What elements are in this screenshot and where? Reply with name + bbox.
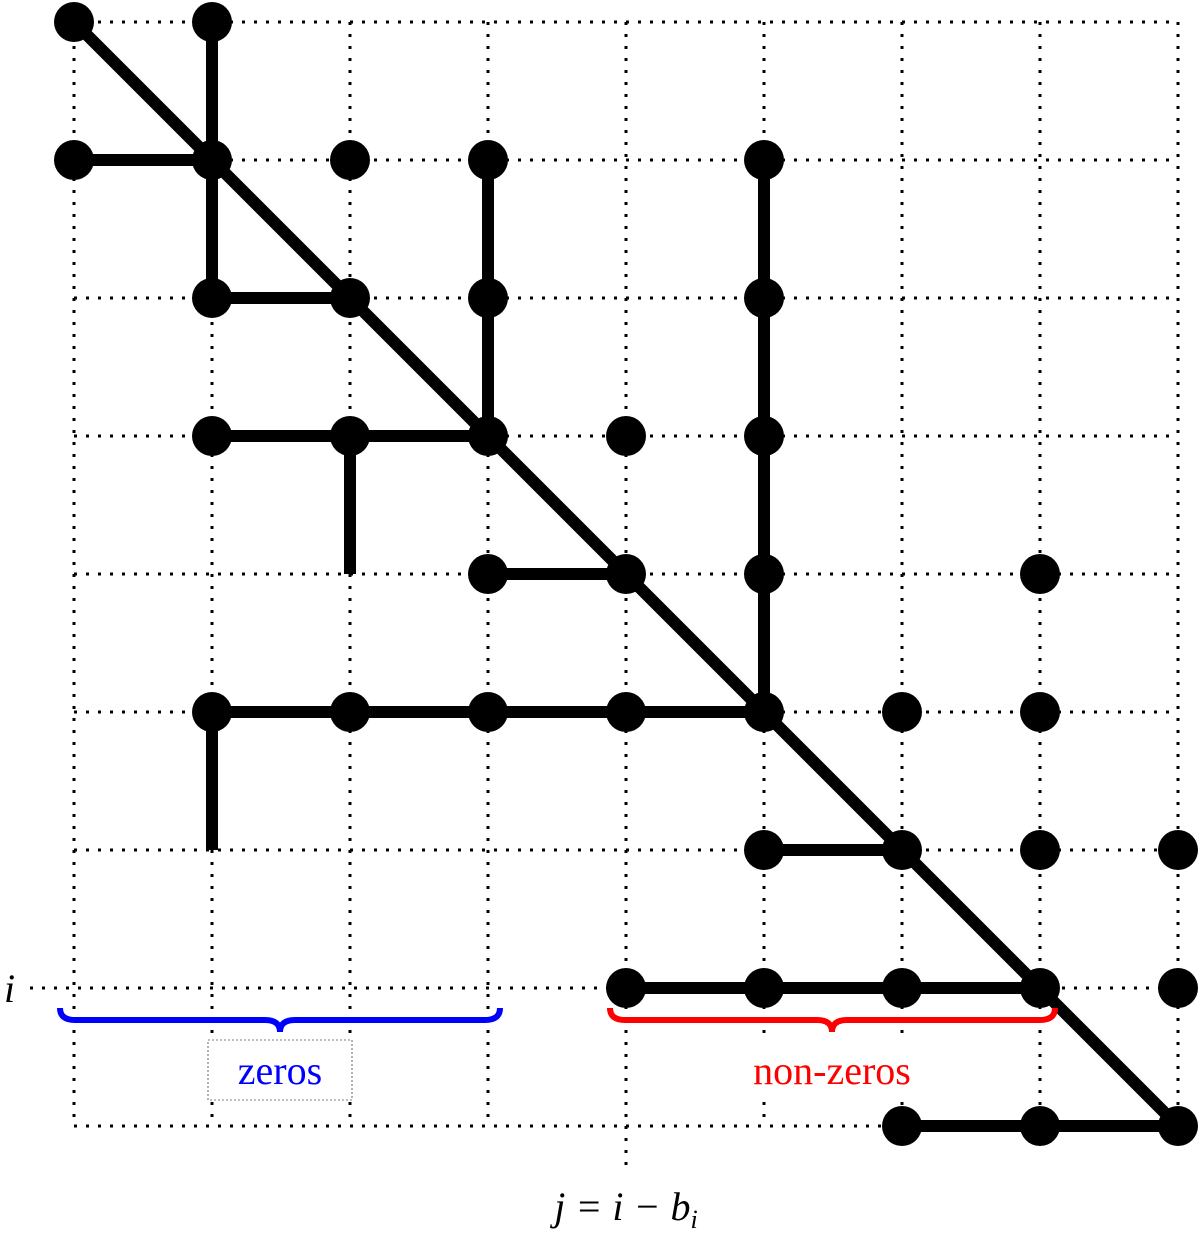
node: [192, 140, 232, 180]
row-label: i: [4, 966, 15, 1011]
node: [1158, 830, 1198, 870]
node: [468, 140, 508, 180]
node: [192, 278, 232, 318]
node: [468, 554, 508, 594]
edges: [69, 17, 1183, 1132]
node: [1020, 830, 1060, 870]
node: [744, 416, 784, 456]
node: [192, 416, 232, 456]
node: [882, 968, 922, 1008]
node: [1158, 1106, 1198, 1146]
node: [606, 968, 646, 1008]
node: [744, 554, 784, 594]
node: [1158, 968, 1198, 1008]
node: [468, 692, 508, 732]
node: [744, 968, 784, 1008]
nonzeros-brace: [607, 1007, 1058, 1033]
node: [54, 140, 94, 180]
node: [606, 416, 646, 456]
node: [744, 278, 784, 318]
node: [54, 2, 94, 42]
node: [330, 416, 370, 456]
node: [744, 830, 784, 870]
nodes: [54, 2, 1198, 1146]
node: [882, 1106, 922, 1146]
column-expression: j = i − b: [549, 1184, 690, 1229]
nonzeros-label: non-zeros: [753, 1048, 911, 1093]
nonzeros-bg: [720, 1040, 944, 1100]
column-label: j = i − bi: [549, 1184, 697, 1234]
node: [330, 278, 370, 318]
node: [1020, 554, 1060, 594]
zeros-brace: [57, 1007, 503, 1033]
node: [468, 278, 508, 318]
zeros-box: [207, 1039, 353, 1101]
node: [192, 2, 232, 42]
node: [882, 692, 922, 732]
node: [330, 692, 370, 732]
node: [192, 692, 232, 732]
node: [882, 830, 922, 870]
node: [1020, 692, 1060, 732]
node: [330, 140, 370, 180]
node: [468, 416, 508, 456]
node: [744, 140, 784, 180]
node: [1020, 1106, 1060, 1146]
zeros-label: zeros: [238, 1048, 322, 1093]
node: [606, 554, 646, 594]
node: [1020, 968, 1060, 1008]
node: [606, 692, 646, 732]
node: [744, 692, 784, 732]
column-subscript: i: [690, 1205, 697, 1234]
